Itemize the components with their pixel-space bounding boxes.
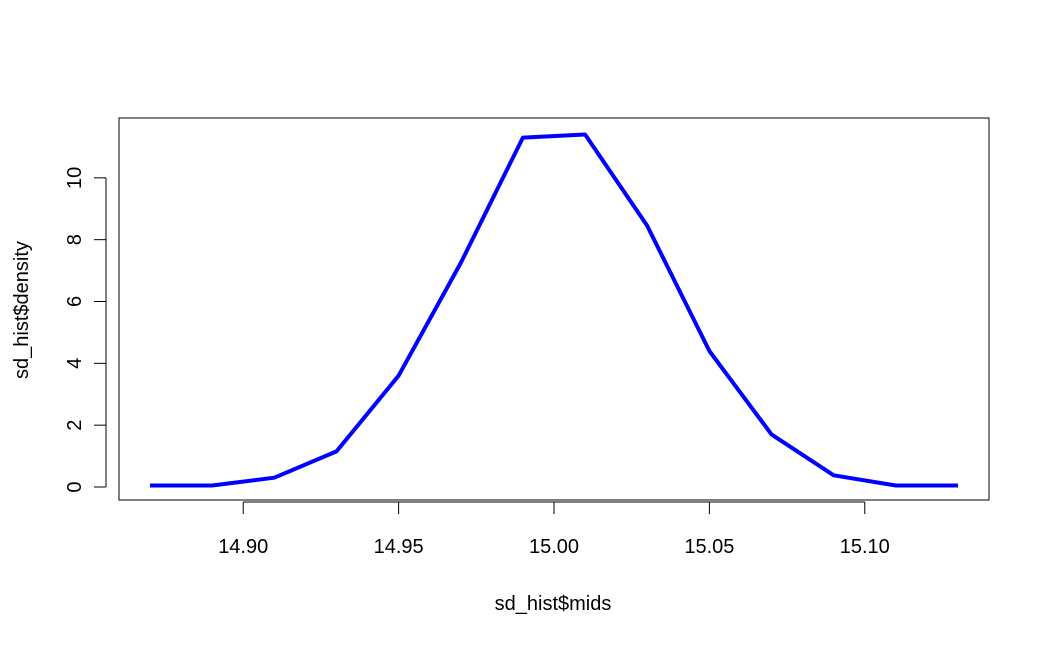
- x-axis-title: sd_hist$mids: [495, 593, 612, 615]
- x-tick-label: 15.00: [529, 536, 579, 558]
- plot-frame: [118, 117, 990, 501]
- y-tick-label: 6: [64, 296, 86, 307]
- y-tick-label: 8: [64, 234, 86, 245]
- y-tick-label: 4: [64, 358, 86, 369]
- y-tick-label: 2: [64, 420, 86, 431]
- y-tick-label: 0: [64, 481, 86, 492]
- y-tick-label: 10: [64, 167, 86, 189]
- x-tick-label: 14.90: [218, 536, 268, 558]
- x-tick-label: 15.10: [840, 536, 890, 558]
- density-line: [150, 132, 958, 488]
- series-layer: [150, 132, 958, 488]
- x-tick-label: 14.95: [374, 536, 424, 558]
- x-tick-label: 15.05: [684, 536, 734, 558]
- y-axis-title: sd_hist$density: [11, 241, 33, 379]
- y-axis: 0 2 4 6 8 10: [64, 167, 107, 493]
- x-axis: 14.90 14.95 15.00 15.05 15.10: [218, 501, 890, 558]
